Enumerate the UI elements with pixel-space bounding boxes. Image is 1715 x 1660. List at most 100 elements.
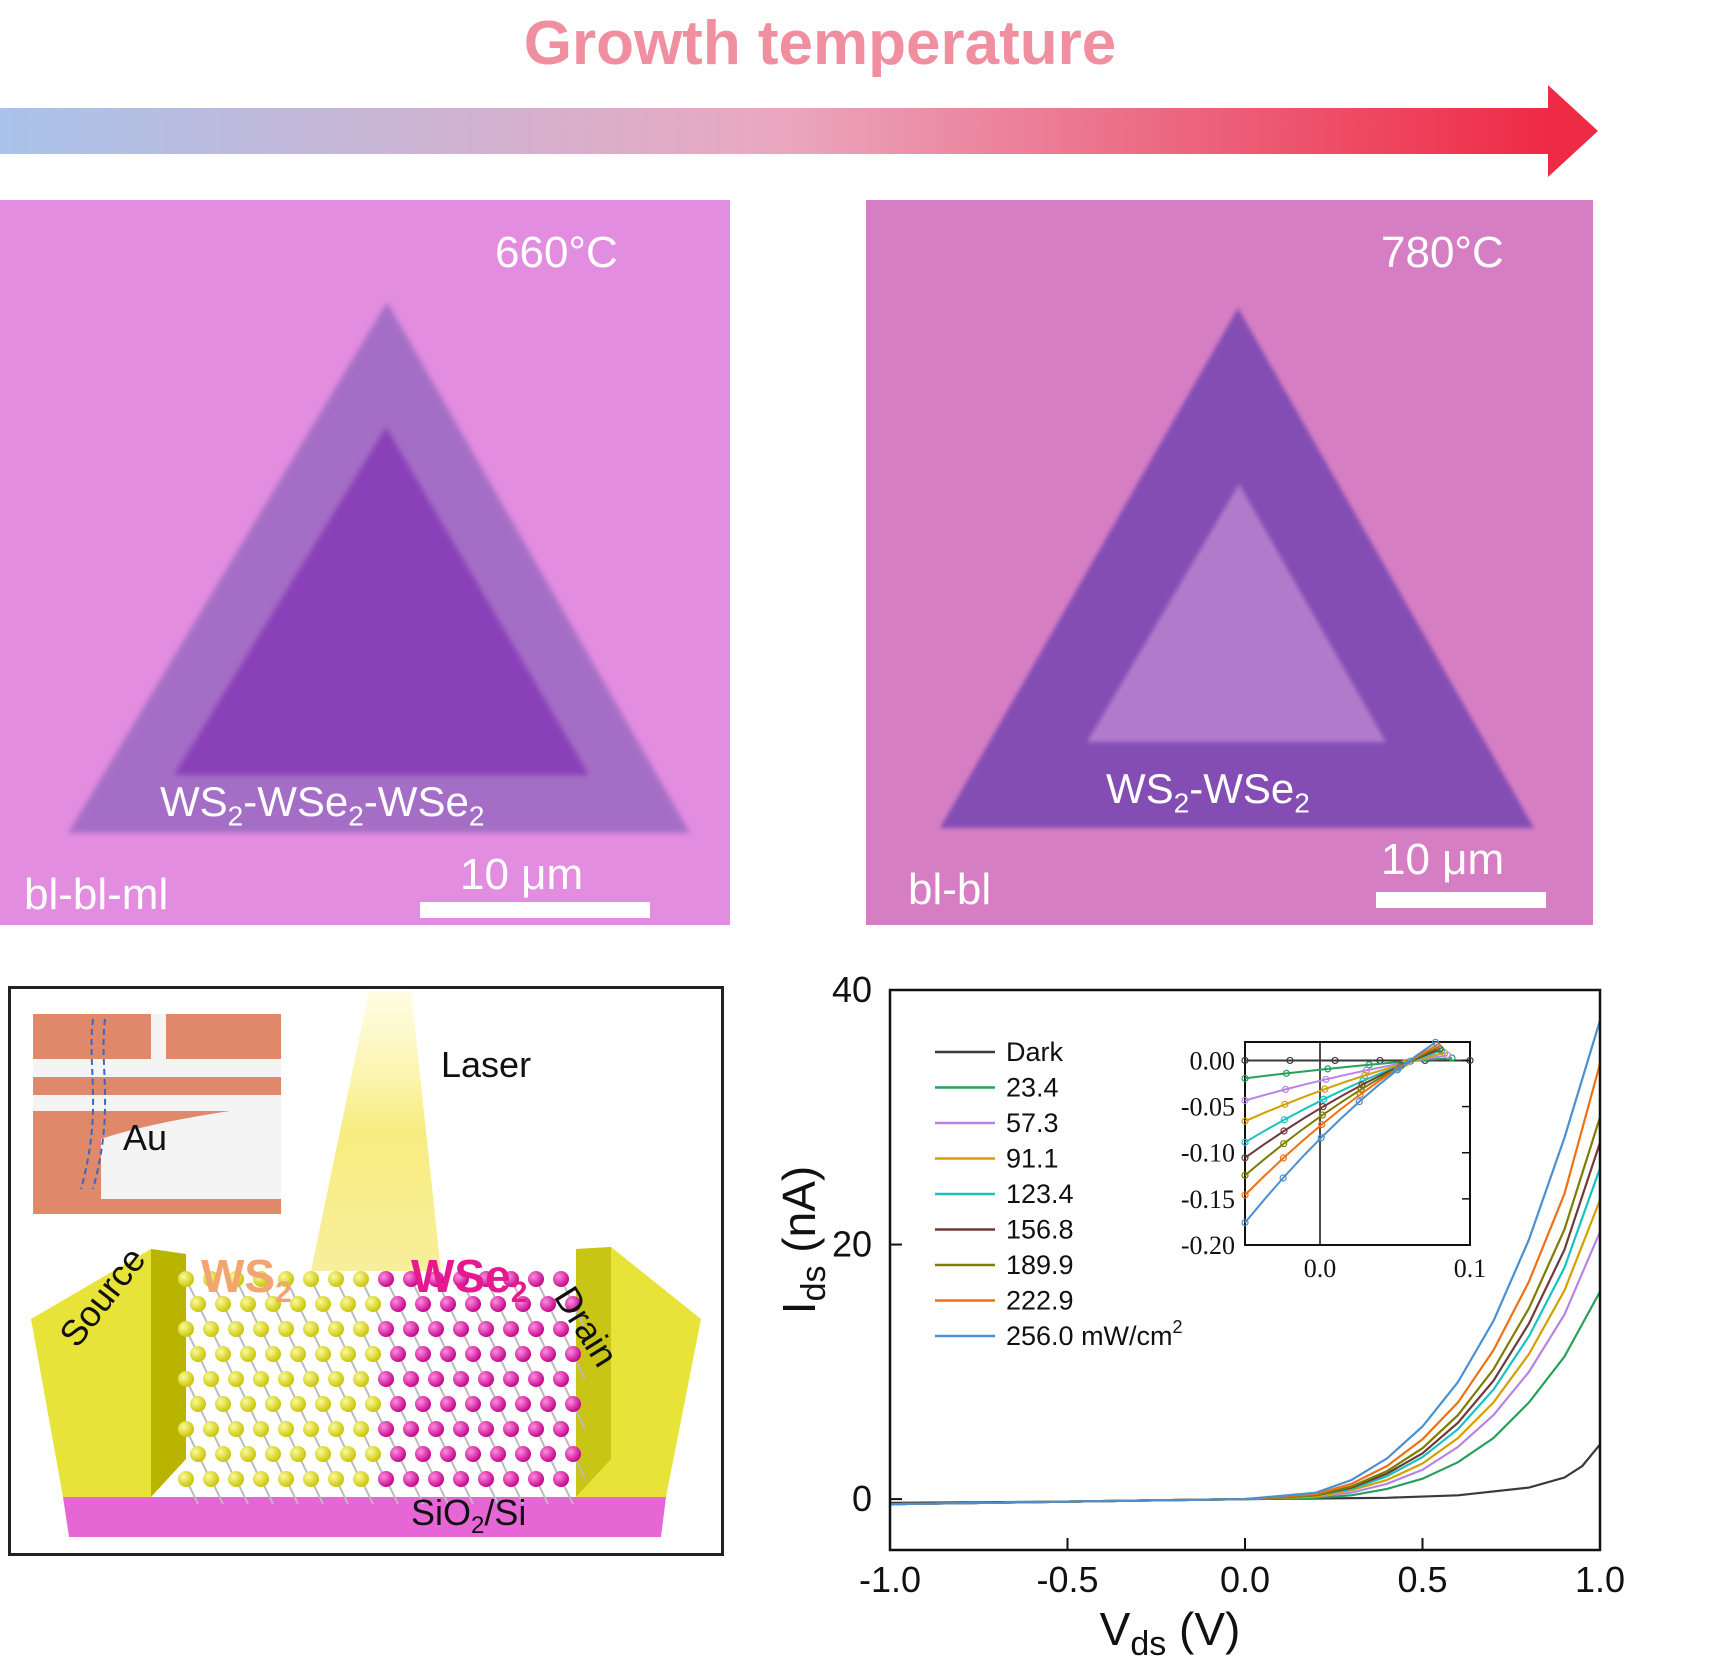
ws2-atom — [290, 1296, 306, 1312]
temperature-660-label: 660°C — [495, 228, 618, 277]
wse2-atom — [403, 1271, 419, 1287]
wse2-atom — [478, 1471, 494, 1487]
ws2-atom — [178, 1471, 194, 1487]
inset-series-line — [1244, 1041, 1437, 1224]
wse2-atom — [490, 1396, 506, 1412]
wse2-atom — [528, 1371, 544, 1387]
ws2-atom — [290, 1396, 306, 1412]
ws2-atom — [340, 1396, 356, 1412]
ws2-atom — [303, 1421, 319, 1437]
ws2-atom — [228, 1371, 244, 1387]
ws2-atom — [303, 1471, 319, 1487]
ws2-atom — [315, 1346, 331, 1362]
ws2-atom — [328, 1371, 344, 1387]
wse2-atom — [528, 1471, 544, 1487]
ws2-atom — [278, 1371, 294, 1387]
ws2-atom — [190, 1296, 206, 1312]
wse2-atom — [390, 1446, 406, 1462]
inset-y-tick-label: -0.20 — [1181, 1231, 1235, 1260]
inset-marker — [1317, 1134, 1325, 1142]
ws2-atom — [365, 1446, 381, 1462]
wse2-atom — [565, 1446, 581, 1462]
wse2-atom — [565, 1396, 581, 1412]
ws2-atom — [328, 1271, 344, 1287]
wse2-atom — [428, 1321, 444, 1337]
wse2-atom — [490, 1296, 506, 1312]
ws2-atom — [278, 1471, 294, 1487]
inset-y-tick-label: -0.05 — [1181, 1093, 1235, 1122]
wse2-atom — [465, 1396, 481, 1412]
au-label: Au — [123, 1117, 168, 1158]
ws2-atom — [365, 1346, 381, 1362]
series-line — [889, 1020, 1602, 1506]
wse2-atom — [453, 1321, 469, 1337]
wse2-atom — [390, 1296, 406, 1312]
inset-marker — [1319, 1103, 1327, 1111]
inset-marker — [1241, 1074, 1249, 1082]
inset-marker — [1319, 1095, 1328, 1103]
wse2-atom — [378, 1271, 394, 1287]
substrate-label: SiO2/Si — [411, 1492, 527, 1540]
ws2-atom — [215, 1296, 231, 1312]
wse2-atom — [440, 1446, 456, 1462]
inset-marker — [1241, 1096, 1249, 1105]
wse2-atom — [428, 1271, 444, 1287]
ws2-atom — [365, 1396, 381, 1412]
ws2-atom — [328, 1471, 344, 1487]
wse2-atom — [378, 1421, 394, 1437]
wse2-atom — [428, 1421, 444, 1437]
micrograph-660-image — [0, 200, 730, 925]
ws2-atom — [315, 1446, 331, 1462]
ws2-atom — [278, 1321, 294, 1337]
growth-temperature-title: Growth temperature — [523, 9, 1117, 78]
ws2-atom — [178, 1321, 194, 1337]
temperature-780-label: 780°C — [1381, 228, 1504, 277]
wse2-atom — [528, 1271, 544, 1287]
inset-marker — [1365, 1061, 1373, 1069]
inset-marker — [1318, 1111, 1327, 1119]
ws2-atom — [340, 1296, 356, 1312]
inset-marker — [1286, 1056, 1294, 1065]
wse2-atom — [540, 1446, 556, 1462]
legend-label: 23.4 — [1006, 1073, 1059, 1103]
wse2-atom — [503, 1371, 519, 1387]
ws2-atom — [278, 1421, 294, 1437]
x-tick-label: 0.5 — [1397, 1559, 1447, 1600]
inset-marker — [1241, 1056, 1249, 1065]
ws2-atom — [365, 1296, 381, 1312]
ws2-atom — [290, 1446, 306, 1462]
heterostructure-label-left: WS2-WSe2-WSe2 — [160, 778, 485, 832]
inset-marker — [1393, 1066, 1402, 1074]
wse2-atom — [440, 1346, 456, 1362]
wse2-atom — [478, 1321, 494, 1337]
wse2-atom — [528, 1321, 544, 1337]
inset-marker — [1355, 1098, 1363, 1106]
legend-label: 91.1 — [1006, 1144, 1059, 1174]
series-line — [889, 1443, 1601, 1504]
inset-marker — [1357, 1085, 1365, 1094]
wse2-atom — [415, 1396, 431, 1412]
inset-y-tick-label: 0.00 — [1190, 1046, 1236, 1075]
wse2-atom — [378, 1371, 394, 1387]
scale-label-left: 10 μm — [460, 850, 584, 899]
ws2-atom — [303, 1321, 319, 1337]
ws2-atom — [228, 1421, 244, 1437]
wse2-atom — [428, 1371, 444, 1387]
ws2-atom — [228, 1271, 244, 1287]
x-axis-label: Vds (V) — [1100, 1603, 1241, 1660]
wse2-atom — [540, 1296, 556, 1312]
ws2-atom — [340, 1346, 356, 1362]
ws2-atom — [178, 1421, 194, 1437]
ws2-atom — [253, 1471, 269, 1487]
inset-y-tick-label: -0.15 — [1181, 1185, 1235, 1214]
wse2-atom — [440, 1296, 456, 1312]
inset-marker — [1331, 1056, 1339, 1065]
legend-label: 156.8 — [1006, 1215, 1074, 1245]
wse2-atom — [390, 1346, 406, 1362]
ws2-atom — [315, 1396, 331, 1412]
ws2-atom — [178, 1271, 194, 1287]
substrate — [63, 1497, 666, 1537]
ws2-atom — [203, 1371, 219, 1387]
optical-inset-image — [33, 1014, 281, 1214]
inset-marker — [1241, 1117, 1249, 1125]
